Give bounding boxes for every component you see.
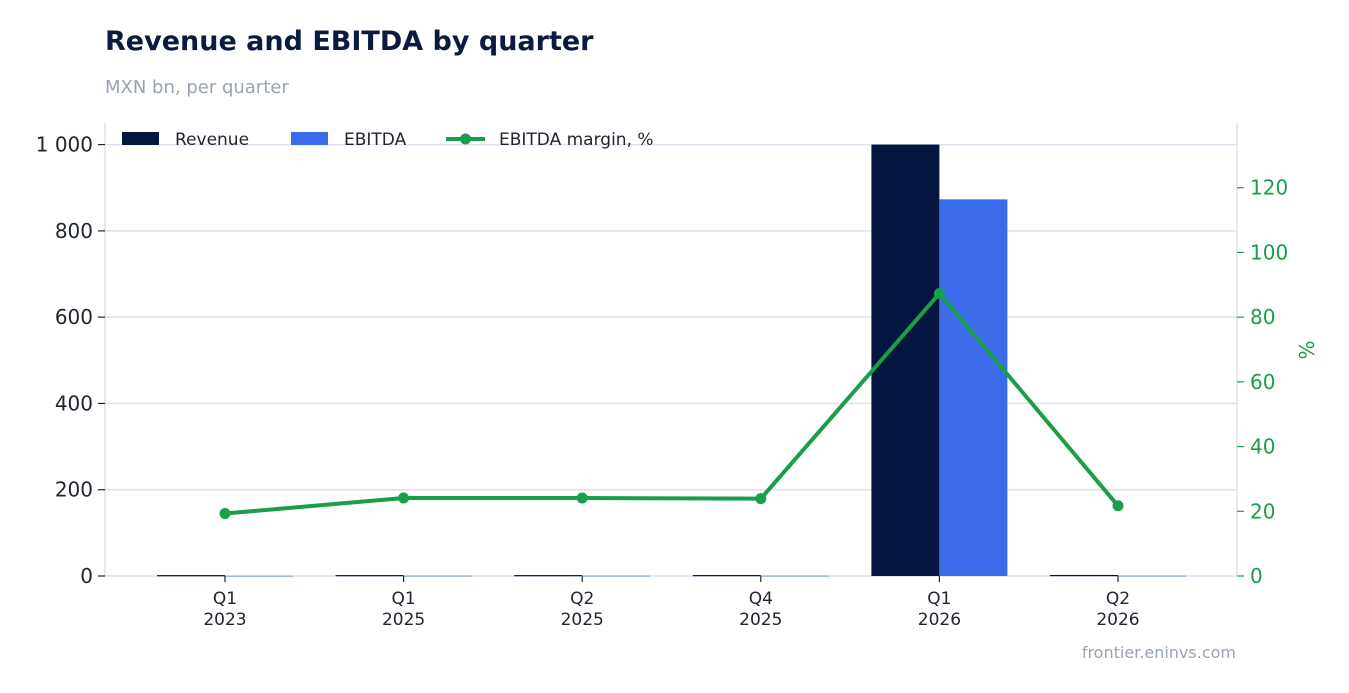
bar-ebitda — [1118, 575, 1186, 577]
bar-ebitda — [582, 575, 651, 577]
y-left-tick-label: 200 — [55, 478, 93, 502]
margin-point — [1112, 500, 1124, 512]
legend-label-revenue: Revenue — [175, 130, 249, 150]
x-tick-label-quarter: Q1 — [391, 589, 415, 609]
y-left-tick-label: 600 — [55, 305, 93, 329]
legend-label-margin: EBITDA margin, % — [499, 130, 654, 150]
y-right-axis-label: % — [1295, 340, 1319, 359]
y-right-tick-label: 100 — [1250, 240, 1288, 264]
x-tick-label-year: 2026 — [918, 610, 961, 630]
x-tick-label-quarter: Q1 — [213, 589, 237, 609]
x-tick-label-quarter: Q2 — [1106, 589, 1130, 609]
margin-point — [755, 493, 767, 505]
y-right-tick-label: 20 — [1250, 499, 1275, 523]
y-right-tick-label: 60 — [1250, 370, 1275, 394]
y-right-tick-label: 0 — [1250, 564, 1263, 588]
bar-revenue — [1050, 574, 1118, 577]
y-right-tick-label: 120 — [1250, 176, 1288, 200]
margin-point — [398, 492, 410, 504]
y-left-tick-label: 800 — [55, 219, 93, 243]
legend-marker-margin — [460, 133, 471, 145]
margin-point — [933, 288, 945, 300]
margin-point — [219, 508, 231, 520]
x-tick-label-quarter: Q1 — [927, 589, 951, 609]
margin-line — [224, 291, 1120, 516]
x-tick-label-year: 2023 — [203, 610, 246, 630]
bar-revenue — [335, 575, 404, 577]
bar-ebitda — [225, 575, 293, 577]
legend-swatch-ebitda — [291, 132, 328, 145]
margin-point — [576, 492, 588, 504]
bar-revenue — [157, 575, 225, 577]
source-link[interactable]: frontier.eninvs.com — [1081, 643, 1236, 662]
bar-ebitda — [403, 575, 472, 577]
y-right-tick-label: 80 — [1250, 305, 1275, 329]
x-tick-label-year: 2025 — [561, 610, 604, 630]
y-left-tick-label: 0 — [80, 564, 93, 588]
chart-title: Revenue and EBITDA by quarter — [105, 26, 594, 57]
x-tick-label-year: 2025 — [382, 610, 425, 630]
y-left-tick-label: 400 — [55, 391, 93, 415]
bar-revenue — [514, 575, 583, 577]
x-tick-label-year: 2025 — [739, 610, 782, 630]
x-tick-label-quarter: Q4 — [749, 589, 773, 609]
y-left-tick-label: 1 000 — [36, 133, 93, 157]
legend-swatch-revenue — [122, 132, 159, 145]
x-tick-label-quarter: Q2 — [570, 589, 594, 609]
y-right-tick-label: 40 — [1250, 435, 1275, 459]
bar-ebitda — [760, 575, 829, 577]
legend-label-ebitda: EBITDA — [344, 130, 407, 150]
chart-subtitle: MXN bn, per quarter — [105, 77, 289, 98]
x-tick-label-year: 2026 — [1096, 610, 1139, 630]
bar-ebitda — [939, 199, 1008, 576]
bar-revenue — [692, 575, 761, 577]
